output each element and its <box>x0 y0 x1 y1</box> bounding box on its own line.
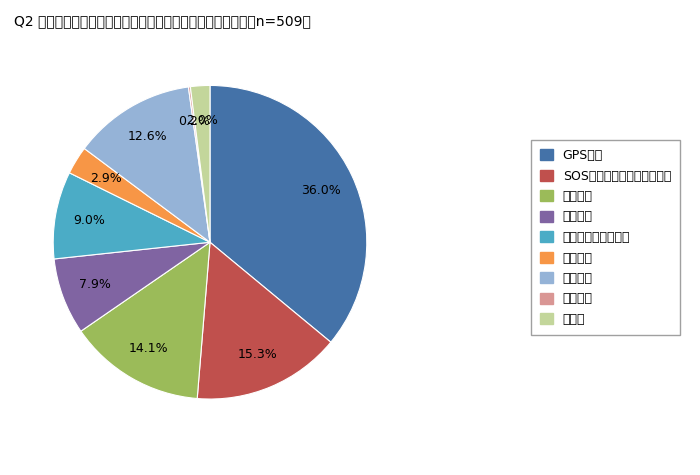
Wedge shape <box>81 242 210 399</box>
Text: 12.6%: 12.6% <box>128 131 167 143</box>
Wedge shape <box>69 149 210 242</box>
Text: 36.0%: 36.0% <box>301 184 340 197</box>
Text: 2.0%: 2.0% <box>186 114 218 127</box>
Text: 9.0%: 9.0% <box>74 214 106 228</box>
Text: 2.9%: 2.9% <box>90 172 122 185</box>
Wedge shape <box>210 86 367 342</box>
Wedge shape <box>188 86 210 242</box>
Wedge shape <box>53 173 210 259</box>
Text: 15.3%: 15.3% <box>237 349 277 361</box>
Text: Q2 見守り端末を選ぶ際に、最も重視した機能は何ですか？（n=509）: Q2 見守り端末を選ぶ際に、最も重視した機能は何ですか？（n=509） <box>14 14 311 28</box>
Legend: GPS機能, SOS機能（防犯ブザーなど）, 通話機能, 防水性能, バッテリー持続時間, デザイン, 月額料金, 端末料金, その他: GPS機能, SOS機能（防犯ブザーなど）, 通話機能, 防水性能, バッテリー… <box>531 140 680 335</box>
Wedge shape <box>190 86 210 242</box>
Text: 0.2%: 0.2% <box>178 114 210 127</box>
Text: 14.1%: 14.1% <box>129 342 169 355</box>
Text: 7.9%: 7.9% <box>79 278 111 291</box>
Wedge shape <box>84 87 210 242</box>
Wedge shape <box>54 242 210 331</box>
Wedge shape <box>197 242 331 399</box>
